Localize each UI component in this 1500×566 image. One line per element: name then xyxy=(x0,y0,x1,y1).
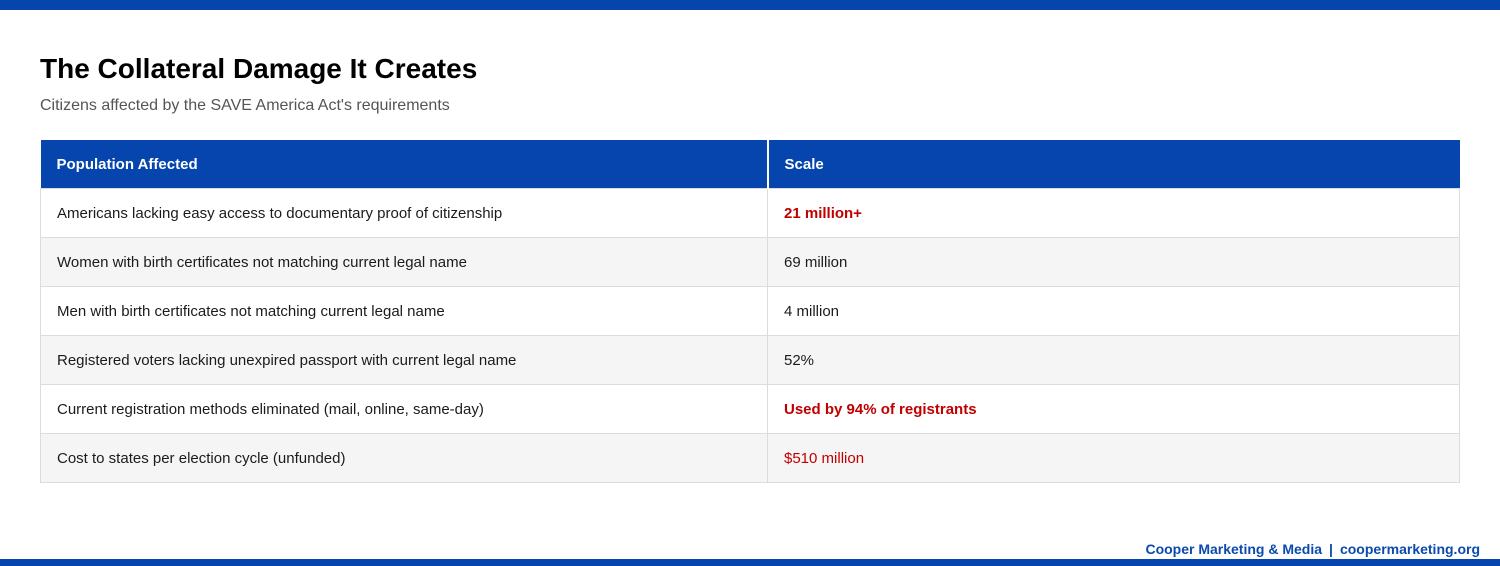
footer-website-link[interactable]: coopermarketing.org xyxy=(1339,541,1480,557)
row-value: Used by 94% of registrants xyxy=(767,384,1460,434)
table-row: Cost to states per election cycle (unfun… xyxy=(40,433,1460,483)
row-value: 52% xyxy=(767,335,1460,385)
bottom-accent-bar xyxy=(0,559,1500,566)
column-header-population: Population Affected xyxy=(40,140,769,189)
page-title: The Collateral Damage It Creates xyxy=(40,53,478,84)
table-header-row: Population Affected Scale xyxy=(40,140,1460,189)
top-accent-bar xyxy=(0,0,1500,10)
table-row: Registered voters lacking unexpired pass… xyxy=(40,335,1460,385)
table-row: Women with birth certificates not matchi… xyxy=(40,237,1460,287)
footer-credit: Cooper Marketing & Media | coopermarketing… xyxy=(1145,541,1480,557)
column-header-scale: Scale xyxy=(767,140,1460,189)
table-row: Current registration methods eliminated … xyxy=(40,384,1460,434)
row-label: Cost to states per election cycle (unfun… xyxy=(40,433,768,483)
footer-separator: | xyxy=(1329,541,1333,557)
table-row: Americans lacking easy access to documen… xyxy=(40,188,1460,238)
table-row: Men with birth certificates not matching… xyxy=(40,286,1460,336)
population-scale-table: Population Affected Scale Americans lack… xyxy=(40,140,1460,483)
value-text: $510 million xyxy=(784,449,865,467)
row-label: Men with birth certificates not matching… xyxy=(40,286,768,336)
row-value: 69 million xyxy=(767,237,1460,287)
row-value: 4 million xyxy=(767,286,1460,336)
value-text: Used by 94% of registrants xyxy=(784,400,977,418)
page-subtitle: Citizens affected by the SAVE America Ac… xyxy=(40,97,450,114)
value-text: 21 million+ xyxy=(784,204,862,222)
value-text: 4 million xyxy=(784,302,840,320)
value-text: 69 million xyxy=(784,253,848,271)
row-label: Current registration methods eliminated … xyxy=(40,384,768,434)
row-label: Women with birth certificates not matchi… xyxy=(40,237,768,287)
row-label: Americans lacking easy access to documen… xyxy=(40,188,768,238)
row-label: Registered voters lacking unexpired pass… xyxy=(40,335,768,385)
row-value: 21 million+ xyxy=(767,188,1460,238)
footer-brand: Cooper Marketing & Media xyxy=(1145,541,1323,557)
value-text: 52% xyxy=(784,351,815,369)
row-value: $510 million xyxy=(767,433,1460,483)
